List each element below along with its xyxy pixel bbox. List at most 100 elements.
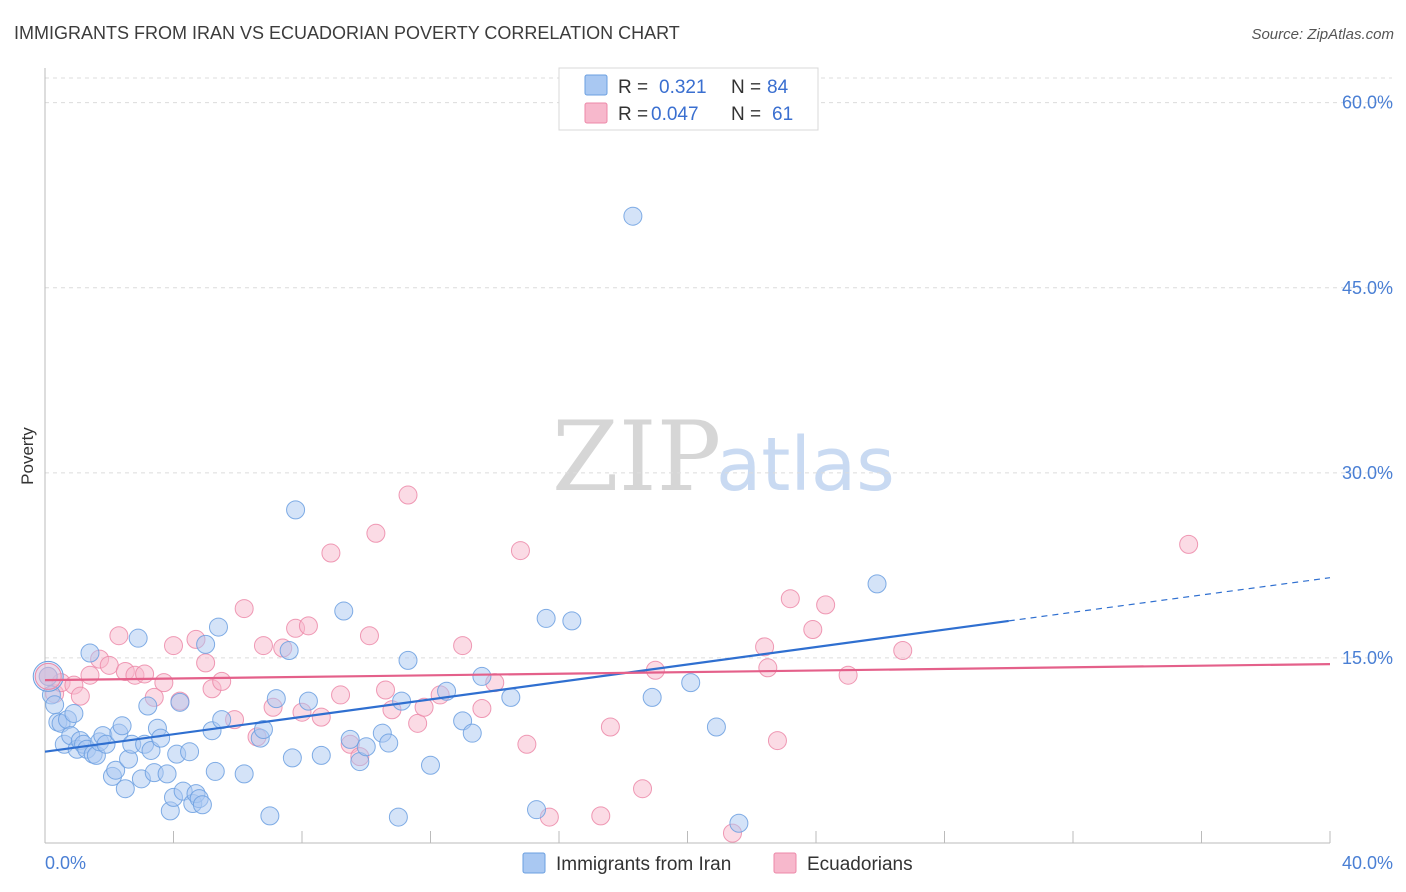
legend-r-value-ecuadorians: 0.047 [651, 104, 699, 125]
data-point [99, 655, 119, 675]
x-tick-label: 0.0% [45, 853, 86, 873]
data-point [536, 608, 556, 628]
data-point [260, 806, 280, 826]
data-point [109, 626, 129, 646]
data-point [70, 686, 90, 706]
data-point [234, 764, 254, 784]
x-tick-label: 40.0% [1342, 853, 1393, 873]
data-point [1179, 534, 1199, 554]
data-point [282, 748, 302, 768]
correlation-legend: R = 0.321 N = 84 R = 0.047 N = 61 [558, 67, 819, 131]
x-tick-labels: 0.0% 40.0% [45, 853, 1393, 873]
data-point [286, 500, 306, 520]
data-point [600, 717, 620, 737]
data-point [392, 691, 412, 711]
data-point [157, 764, 177, 784]
data-point [388, 807, 408, 827]
data-point [755, 637, 775, 657]
axes [44, 68, 1331, 844]
data-point [398, 485, 418, 505]
series-legend-swatch-ecuadorians [773, 852, 797, 874]
data-point [298, 616, 318, 636]
trend-line-iran [44, 619, 1009, 753]
series-0-points [38, 206, 887, 833]
data-point [340, 729, 360, 749]
data-point [510, 541, 530, 561]
data-point [279, 641, 299, 661]
data-point [45, 695, 65, 715]
data-point [472, 666, 492, 686]
data-point [623, 206, 643, 226]
data-point [758, 658, 778, 678]
data-points [32, 206, 1199, 843]
y-tick-label: 15.0% [1342, 648, 1393, 668]
data-point [311, 745, 331, 765]
data-point [64, 703, 84, 723]
trend-lines [44, 577, 1331, 753]
legend-n-label-ecuadorians: N = [731, 104, 761, 125]
series-legend-label-ecuadorians: Ecuadorians [807, 854, 913, 875]
data-point [196, 634, 216, 654]
data-point [170, 692, 190, 712]
trend-line-ecuadorians [44, 662, 1331, 682]
watermark: ZIP atlas [552, 401, 895, 513]
legend-n-value-ecuadorians: 61 [772, 104, 793, 125]
data-point [867, 574, 887, 594]
watermark-zip: ZIP [552, 401, 721, 513]
data-point [729, 813, 749, 833]
data-point [212, 671, 232, 691]
data-point [681, 673, 701, 693]
data-point [334, 601, 354, 621]
data-point [633, 779, 653, 799]
data-point [34, 662, 62, 690]
legend-swatch-iran [584, 74, 608, 96]
data-point [151, 728, 171, 748]
data-point [311, 707, 331, 727]
data-point [408, 713, 428, 733]
legend-swatch-ecuadorians [584, 102, 608, 124]
data-point [115, 779, 135, 799]
series-1-points [38, 485, 1199, 843]
series-legend-swatch-iran [522, 852, 546, 874]
data-point [472, 699, 492, 719]
chart-title: IMMIGRANTS FROM IRAN VS ECUADORIAN POVER… [14, 23, 680, 43]
y-tick-label: 60.0% [1342, 93, 1393, 113]
data-point [205, 761, 225, 781]
data-point [838, 665, 858, 685]
data-point [893, 641, 913, 661]
y-tick-label: 45.0% [1342, 278, 1393, 298]
trend-line-iran-extension [1008, 577, 1331, 622]
legend-r-value-iran: 0.321 [659, 77, 707, 98]
data-point [192, 795, 212, 815]
data-point [803, 620, 823, 640]
data-point [501, 687, 521, 707]
data-point [253, 636, 273, 656]
data-point [366, 523, 386, 543]
data-point [112, 716, 132, 736]
data-point [208, 617, 228, 637]
y-tick-labels: 15.0% 30.0% 45.0% 60.0% [1342, 93, 1393, 668]
y-tick-label: 30.0% [1342, 463, 1393, 483]
data-point [527, 800, 547, 820]
data-point [517, 734, 537, 754]
chart-source: Source: ZipAtlas.com [1251, 26, 1394, 43]
data-point [414, 697, 434, 717]
legend-n-label-iran: N = [731, 77, 761, 98]
data-point [196, 653, 216, 673]
data-point [135, 664, 155, 684]
data-point [164, 636, 183, 656]
data-point [331, 685, 351, 705]
data-point [767, 731, 787, 751]
data-point [816, 595, 836, 615]
legend-r-label-ecuadorians: R = [618, 104, 648, 125]
data-point [80, 643, 100, 663]
data-point [376, 680, 396, 700]
data-point [706, 717, 726, 737]
data-point [154, 673, 174, 693]
grid [45, 77, 1392, 659]
series-legend-label-iran: Immigrants from Iran [556, 854, 731, 875]
data-point [106, 760, 126, 780]
data-point [462, 723, 482, 743]
watermark-atlas: atlas [716, 422, 895, 508]
